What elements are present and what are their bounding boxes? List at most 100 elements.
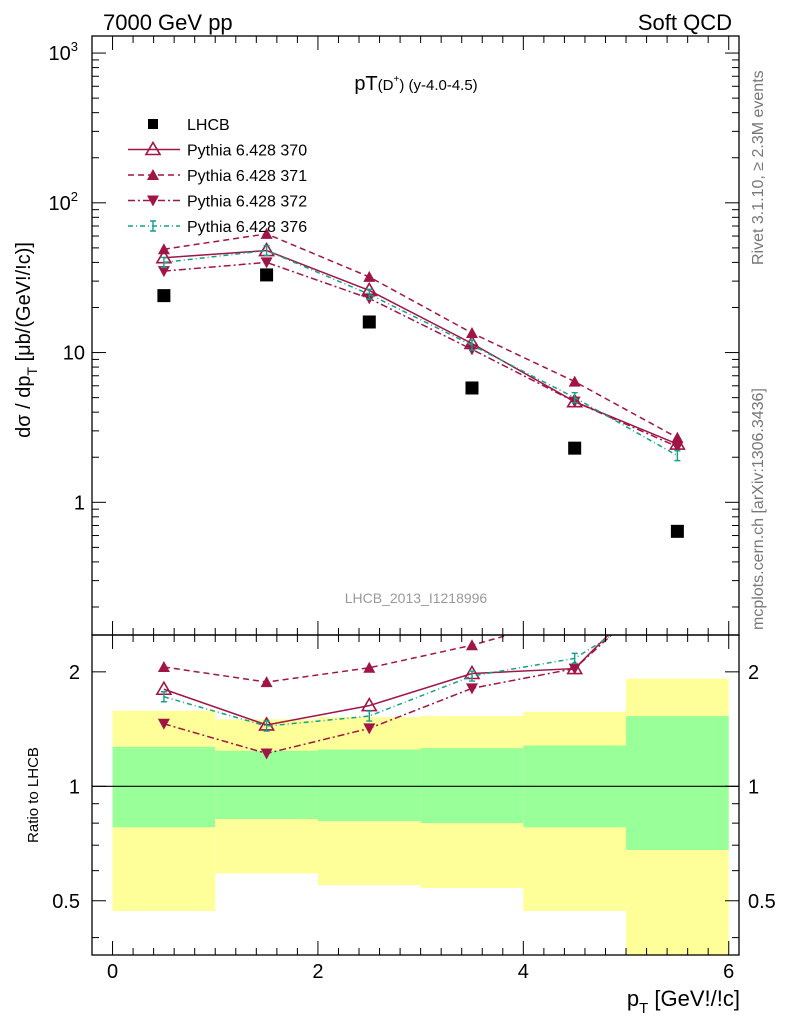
ratio-y-tick-label-left: 0.5 [52, 891, 80, 913]
ratio-point-pythia-6-428-376 [160, 691, 167, 703]
ratio-x-ticks: 0 2 4 6 [107, 635, 734, 983]
y-tick-label: 103 [49, 39, 78, 65]
y-tick-label: 10 [63, 343, 85, 365]
ratio-panel: 0.5 0.5 1 1 2 2 0 2 4 6 Ratio to LHCB pT [GeV!/!… [25, 543, 776, 1017]
ylabel-sub: T [24, 367, 40, 376]
title-paren: (D [378, 77, 394, 94]
ratio-point-pythia-6-428-376 [263, 720, 270, 732]
ratio-point-pythia-6-428-376 [366, 710, 373, 722]
ratio-point-pythia-6-428-371 [260, 676, 273, 688]
main-x-ticks [112, 36, 730, 635]
uncertainty-band-inner [112, 746, 216, 828]
legend-label-lhcb: LHCB [187, 117, 230, 134]
legend-marker-pythia-6-428-371 [147, 169, 159, 180]
ratio-point-pythia-6-428-372 [260, 748, 273, 760]
title-close: ) [399, 77, 404, 94]
data-point-pythia-6-428-372 [157, 266, 170, 278]
ratio-line-pythia-6-428-372 [163, 635, 613, 755]
main-title: pT(D+) (y-4.0-4.5) [354, 73, 477, 95]
data-point-pythia-6-428-371 [157, 243, 170, 255]
ratio-bands [92, 678, 739, 955]
legend-marker-lhcb [148, 119, 158, 129]
series-line-pythia-6-428-372 [163, 261, 678, 448]
ylabel-main: dσ / dp [13, 376, 35, 438]
legend-label-pythia-6-428-370: Pythia 6.428 370 [187, 143, 307, 160]
ratio-y-axis-label: Ratio to LHCB [25, 747, 42, 843]
y-tick-label: 102 [49, 189, 78, 215]
uncertainty-band-inner [626, 716, 729, 850]
ratio-series-group [155, 543, 683, 760]
ratio-point-pythia-6-428-376 [468, 670, 475, 682]
ratio-y-tick-label-left: 1 [69, 776, 80, 798]
ratio-point-pythia-6-428-376 [571, 652, 578, 665]
legend-marker-pythia-6-428-372 [147, 195, 159, 207]
x-axis-label: pT [GeV!/!c] [627, 986, 740, 1017]
data-point-pythia-6-428-371 [671, 431, 684, 443]
data-point-pythia-6-428-376 [366, 288, 373, 300]
rivet-label: Rivet 3.1.10, ≥ 2.3M events [750, 70, 767, 265]
legend-label-pythia-6-428-372: Pythia 6.428 372 [187, 194, 307, 211]
ratio-point-pythia-6-428-372 [671, 570, 683, 581]
uncertainty-band-inner [215, 750, 318, 820]
data-point-lhcb [362, 315, 376, 329]
title-rest: (y-4.0-4.5) [404, 77, 477, 94]
ratio-point-pythia-6-428-372 [157, 718, 170, 730]
ratio-point-pythia-6-428-371 [671, 543, 683, 554]
ratio-y-ticks: 0.5 0.5 1 1 2 2 [52, 662, 776, 939]
ratio-point-pythia-6-428-371 [569, 610, 581, 621]
data-point-lhcb [157, 289, 171, 303]
data-point-pythia-6-428-376 [263, 244, 270, 257]
data-point-pythia-6-428-372 [671, 441, 684, 453]
legend-marker-pythia-6-428-376 [150, 220, 156, 232]
data-point-pythia-6-428-371 [568, 375, 581, 387]
data-point-pythia-6-428-371 [260, 227, 273, 239]
mcplots-label: mcplots.cern.ch [arXiv:1306.3436] [750, 388, 767, 630]
y-tick-label: 1 [74, 492, 85, 514]
ratio-data-layer [155, 543, 683, 760]
legend-marker-pythia-6-428-370 [144, 140, 162, 156]
data-point-lhcb [465, 381, 479, 395]
ratio-y-tick-label-right: 1 [748, 776, 759, 798]
ratio-y-tick-label-right: 0.5 [748, 891, 776, 913]
main-y-ticks: 1 10 102 103 [49, 39, 739, 608]
legend: LHCB Pythia 6.428 370 Pythia 6.428 371 Pyth… [128, 117, 307, 236]
ratio-line-pythia-6-428-370 [163, 635, 610, 726]
ylabel-unit: [μb/(GeV!/!c)] [13, 242, 35, 367]
ratio-point-pythia-6-428-376 [674, 589, 680, 599]
xlabel-main: p [627, 986, 639, 1011]
main-y-axis-label: dσ / dpT [μb/(GeV!/!c)] [13, 242, 40, 438]
ratio-line-pythia-6-428-376 [163, 635, 614, 727]
series-line-pythia-6-428-371 [163, 233, 678, 439]
xlabel-unit: [GeV!/!c] [648, 986, 740, 1011]
title-sup: + [393, 74, 399, 85]
uncertainty-band-inner [420, 748, 524, 824]
main-panel: LHCB_2013_I1218996 1 10 102 103 pT(D+) (y-4… [13, 35, 740, 636]
data-point-pythia-6-428-376 [468, 339, 475, 351]
x-tick-label: 6 [723, 961, 734, 983]
data-point-lhcb [670, 524, 684, 538]
ratio-y-tick-label-right: 2 [748, 662, 759, 684]
uncertainty-band-inner [317, 749, 421, 822]
series-line-pythia-6-428-376 [163, 249, 678, 457]
title-main: pT [354, 73, 377, 95]
data-point-lhcb [260, 268, 274, 282]
data-point-lhcb [568, 441, 582, 455]
ratio-y-tick-label-left: 2 [69, 662, 80, 684]
ratio-point-pythia-6-428-372 [568, 663, 581, 675]
data-point-pythia-6-428-372 [260, 257, 273, 269]
ratio-point-pythia-6-428-371 [465, 639, 478, 651]
ratio-line-pythia-6-428-371 [163, 635, 512, 683]
ratio-point-pythia-6-428-371 [363, 661, 376, 673]
analysis-watermark: LHCB_2013_I1218996 [345, 590, 488, 606]
data-point-pythia-6-428-371 [363, 270, 376, 282]
main-data-layer [155, 227, 686, 538]
data-point-pythia-6-428-376 [571, 391, 578, 404]
legend-label-pythia-6-428-371: Pythia 6.428 371 [187, 168, 307, 185]
header-right-label: Soft QCD [638, 10, 732, 35]
ratio-frame [91, 634, 740, 956]
data-point-pythia-6-428-376 [674, 449, 681, 462]
xlabel-sub: T [639, 1000, 648, 1017]
ratio-point-pythia-6-428-372 [363, 723, 376, 735]
x-tick-label: 4 [518, 961, 529, 983]
